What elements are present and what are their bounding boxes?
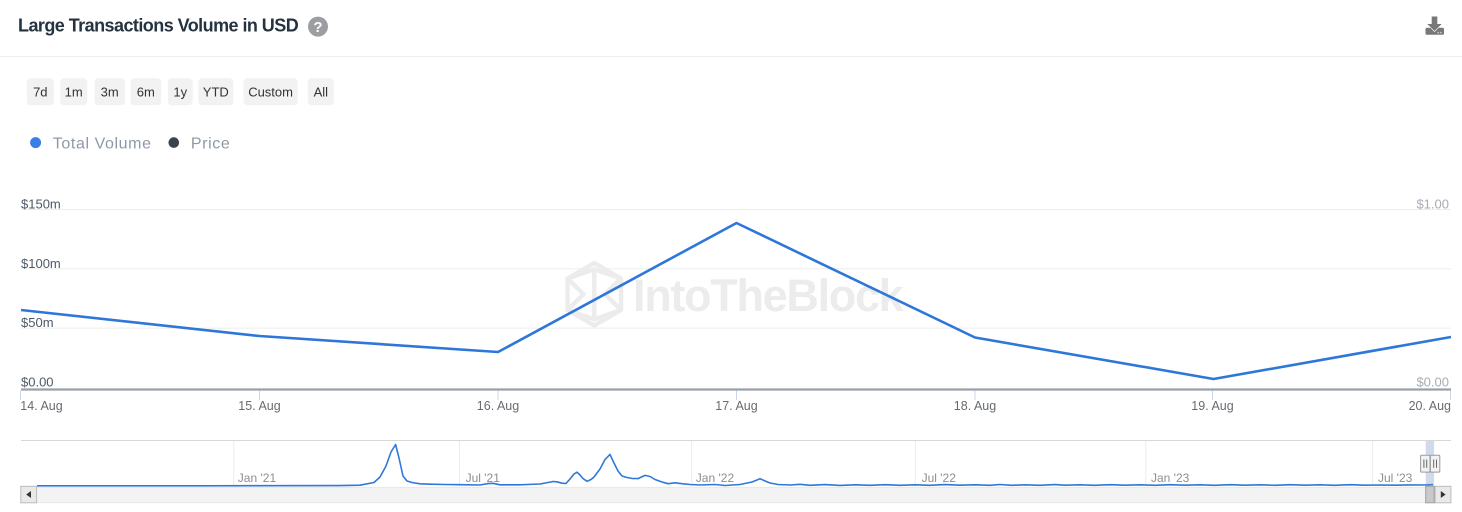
- svg-text:Jan '21: Jan '21: [238, 471, 277, 485]
- svg-text:20. Aug: 20. Aug: [1409, 399, 1451, 413]
- svg-text:$1.00: $1.00: [1416, 197, 1449, 212]
- svg-text:14. Aug: 14. Aug: [20, 399, 62, 413]
- svg-text:7d: 7d: [33, 84, 47, 99]
- svg-text:?: ?: [313, 19, 322, 36]
- svg-text:Custom: Custom: [248, 84, 293, 99]
- svg-text:Jul '23: Jul '23: [1378, 471, 1413, 485]
- svg-text:$150m: $150m: [21, 197, 61, 212]
- svg-text:16. Aug: 16. Aug: [477, 399, 519, 413]
- svg-text:17. Aug: 17. Aug: [715, 399, 757, 413]
- svg-text:IntoTheBlock: IntoTheBlock: [633, 270, 905, 321]
- svg-text:Jul '22: Jul '22: [922, 471, 957, 485]
- svg-text:Jan '22: Jan '22: [696, 471, 735, 485]
- svg-text:$100m: $100m: [21, 256, 61, 271]
- svg-text:3m: 3m: [101, 84, 119, 99]
- svg-text:Jan '23: Jan '23: [1151, 471, 1190, 485]
- svg-text:18. Aug: 18. Aug: [954, 399, 996, 413]
- svg-text:YTD: YTD: [203, 84, 229, 99]
- svg-text:Price: Price: [191, 135, 230, 152]
- svg-text:6m: 6m: [137, 84, 155, 99]
- svg-text:$0.00: $0.00: [1416, 374, 1449, 389]
- svg-text:Total Volume: Total Volume: [53, 135, 152, 152]
- svg-text:15. Aug: 15. Aug: [238, 399, 280, 413]
- svg-text:Jul '21: Jul '21: [466, 471, 501, 485]
- svg-text:Large Transactions Volume in U: Large Transactions Volume in USD: [18, 15, 299, 35]
- svg-text:1m: 1m: [65, 84, 83, 99]
- svg-text:1y: 1y: [173, 84, 187, 99]
- svg-text:19. Aug: 19. Aug: [1191, 399, 1233, 413]
- svg-text:All: All: [314, 84, 329, 99]
- svg-text:$0.00: $0.00: [21, 374, 54, 389]
- svg-text:$50m: $50m: [21, 315, 54, 330]
